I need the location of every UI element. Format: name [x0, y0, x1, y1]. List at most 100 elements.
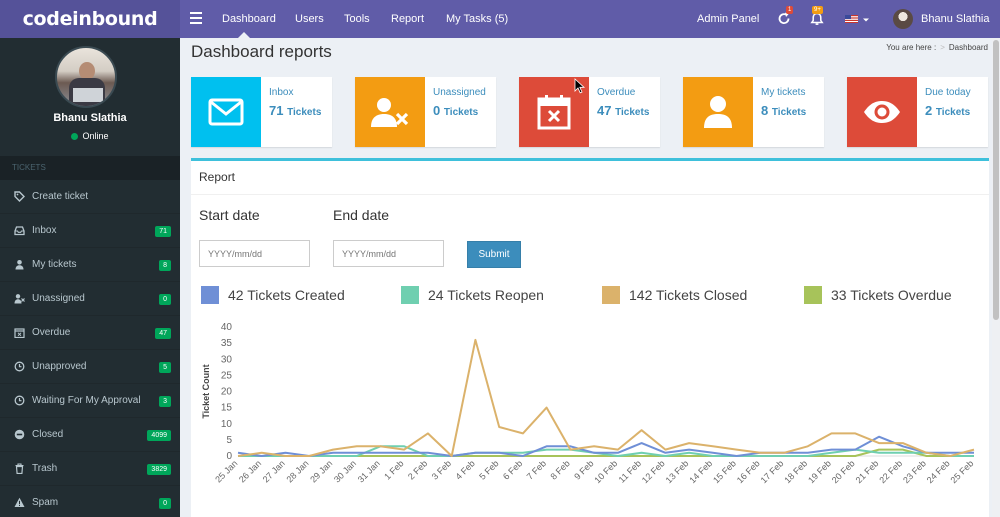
y-tick-label: 30 [221, 354, 233, 365]
calendar-times-icon [14, 328, 25, 338]
legend-reopen[interactable]: 24 Tickets Reopen [401, 285, 544, 305]
us-flag-icon [845, 15, 869, 23]
sidebar-item-label: Unapproved [32, 361, 87, 372]
sidebar-item-label: Overdue [32, 327, 71, 338]
unassigned-card[interactable]: Unassigned 0 Tickets [355, 77, 496, 147]
count-badge: 5 [159, 362, 171, 373]
end-date-input[interactable] [333, 240, 444, 267]
legend-label: 24 Tickets Reopen [428, 287, 544, 303]
x-tick-label: 3 Feb [430, 458, 453, 481]
nav-report[interactable]: Report [391, 13, 425, 25]
x-tick-label: 31 Jan [356, 458, 382, 484]
x-tick-label: 22 Feb [877, 458, 904, 485]
nav-dashboard[interactable]: Dashboard [222, 13, 276, 25]
mouse-cursor-icon [574, 78, 586, 94]
legend-swatch [602, 286, 620, 304]
breadcrumb-current[interactable]: Dashboard [948, 43, 988, 52]
inbox-card[interactable]: Inbox 71 Tickets [191, 77, 332, 147]
menu-toggle-icon[interactable] [190, 12, 202, 26]
x-tick-label: 17 Feb [759, 458, 786, 485]
active-nav-indicator [238, 32, 250, 38]
top-navbar: codeinbound Dashboard Users Tools Report… [0, 0, 1000, 38]
legend-swatch [401, 286, 419, 304]
report-title: Report [199, 170, 236, 184]
series-line-3 [238, 448, 974, 457]
x-tick-label: 25 Feb [949, 458, 976, 485]
x-tick-label: 4 Feb [453, 458, 476, 481]
legend-closed[interactable]: 142 Tickets Closed [602, 285, 747, 305]
sidebar-item-my-tickets[interactable]: My tickets 8 [0, 248, 180, 282]
end-date-label: End date [333, 207, 390, 223]
due-today-card[interactable]: Due today 2 Tickets [847, 77, 988, 147]
x-tick-label: 2 Feb [406, 458, 429, 481]
count-badge: 3 [159, 396, 171, 407]
report-panel: Report Start date End date Submit 42 Tic… [191, 158, 989, 517]
nav-users[interactable]: Users [295, 13, 324, 25]
sidebar-item-inbox[interactable]: Inbox 71 [0, 214, 180, 248]
breadcrumb-prefix: You are here : [886, 43, 937, 52]
user-menu-name[interactable]: Bhanu Slathia [921, 13, 990, 25]
x-tick-label: 12 Feb [640, 458, 667, 485]
card-label: Unassigned [433, 87, 486, 98]
legend-created[interactable]: 42 Tickets Created [201, 285, 345, 305]
tag-icon [14, 191, 25, 202]
start-date-input[interactable] [199, 240, 310, 267]
sidebar-item-spam[interactable]: Spam 0 [0, 486, 180, 517]
inbox-icon [14, 226, 25, 236]
card-count: 47 Tickets [597, 103, 650, 118]
nav-tools[interactable]: Tools [344, 13, 370, 25]
sidebar-user-name: Bhanu Slathia [53, 112, 127, 124]
x-tick-label: 28 Jan [284, 458, 310, 484]
sidebar-item-label: Closed [32, 429, 64, 440]
x-tick-label: 5 Feb [477, 458, 500, 481]
sidebar-item-label: Spam [32, 497, 59, 508]
sidebar-item-create-ticket[interactable]: Create ticket [0, 180, 180, 214]
x-tick-label: 7 Feb [525, 458, 548, 481]
legend-overdue[interactable]: 33 Tickets Overdue [804, 285, 952, 305]
warning-icon [14, 497, 25, 507]
sidebar-item-unapproved[interactable]: Unapproved 5 [0, 350, 180, 384]
y-tick-label: 10 [221, 419, 233, 430]
admin-panel-link[interactable]: Admin Panel [697, 13, 760, 25]
count-badge: 47 [155, 328, 171, 339]
refresh-icon [778, 12, 790, 25]
y-axis-label: Ticket Count [201, 364, 211, 418]
x-tick-label: 11 Feb [617, 458, 643, 484]
sidebar-item-waiting-approval[interactable]: Waiting For My Approval 3 [0, 384, 180, 418]
refresh-badge: 1 [786, 6, 794, 14]
sidebar-item-unassigned[interactable]: Unassigned 0 [0, 282, 180, 316]
scrollbar-thumb[interactable] [993, 40, 999, 320]
y-tick-label: 20 [221, 387, 233, 398]
x-tick-label: 21 Feb [854, 458, 881, 485]
sidebar-item-closed[interactable]: Closed 4099 [0, 418, 180, 452]
card-label: My tickets [761, 87, 806, 98]
refresh-button[interactable]: 1 [775, 6, 794, 28]
calendar-x-icon [519, 77, 589, 147]
sidebar-section-header: TICKETS [0, 156, 180, 180]
clock-icon [14, 361, 25, 372]
user-times-icon [14, 294, 25, 304]
notifications-button[interactable]: 9+ [808, 6, 826, 28]
count-badge: 4099 [147, 430, 171, 441]
my-tickets-card[interactable]: My tickets 8 Tickets [683, 77, 824, 147]
sidebar-item-label: Unassigned [32, 293, 85, 304]
sidebar-item-trash[interactable]: Trash 3829 [0, 452, 180, 486]
x-tick-label: 29 Jan [308, 458, 334, 484]
envelope-icon [191, 77, 261, 147]
x-tick-label: 13 Feb [664, 458, 691, 485]
language-dropdown[interactable] [844, 10, 872, 28]
sidebar-item-label: Create ticket [32, 191, 89, 202]
user-avatar[interactable] [893, 9, 913, 29]
y-tick-label: 15 [221, 403, 233, 414]
overdue-card[interactable]: Overdue 47 Tickets [519, 77, 660, 147]
x-tick-label: 30 Jan [332, 458, 358, 484]
x-tick-label: 18 Feb [782, 458, 809, 485]
y-tick-label: 0 [226, 451, 232, 462]
y-tick-label: 40 [221, 322, 233, 333]
sidebar-item-overdue[interactable]: Overdue 47 [0, 316, 180, 350]
logo[interactable]: codeinbound [0, 0, 180, 38]
nav-my-tasks[interactable]: My Tasks (5) [446, 13, 509, 25]
submit-button[interactable]: Submit [467, 241, 521, 268]
trash-icon [15, 463, 24, 474]
sidebar-item-label: My tickets [32, 259, 77, 270]
